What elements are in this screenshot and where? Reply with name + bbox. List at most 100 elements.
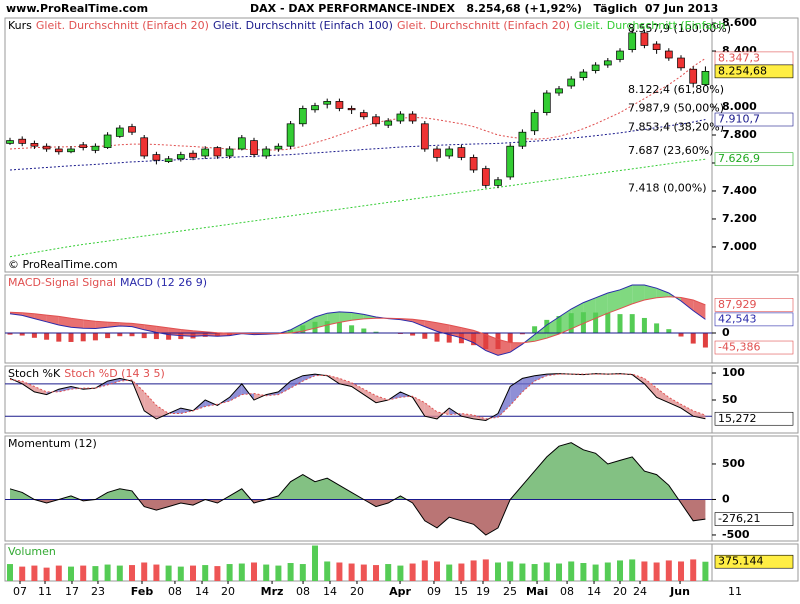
candle-body: [7, 141, 14, 144]
candle-body: [251, 141, 258, 155]
candle-body: [482, 169, 489, 186]
candle-body: [287, 124, 294, 146]
legend-entry: Volumen: [8, 545, 56, 558]
volume-bar: [568, 561, 574, 581]
legend-entry: Stoch %D (14 3 5): [64, 367, 165, 380]
x-tick-label: 25: [503, 585, 517, 598]
value-tag-label: 7.910,7: [718, 113, 760, 126]
x-tick-label: 08: [168, 585, 182, 598]
candle-body: [299, 108, 306, 123]
fib-label: 7.987,9 (50,00%): [628, 102, 724, 115]
candle-body: [507, 146, 514, 177]
volume-bar: [300, 564, 306, 581]
histogram-bar: [642, 318, 647, 333]
candle-body: [43, 146, 50, 149]
x-tick-label: 09: [427, 585, 441, 598]
candle-body: [446, 149, 453, 156]
volume-bar: [166, 566, 172, 581]
site-name: www.ProRealTime.com: [6, 2, 148, 15]
volume-bar: [263, 565, 269, 581]
volume-bar: [593, 565, 599, 581]
y-tick-label: 7.000: [722, 240, 757, 253]
value-tag-label: 375.144: [718, 555, 764, 568]
histogram-bar: [349, 325, 354, 333]
volume-bar: [105, 565, 111, 581]
histogram-bar: [337, 322, 342, 333]
y-tick-label: 500: [722, 457, 745, 470]
volume-bar: [153, 565, 159, 581]
volume-bar: [495, 563, 501, 582]
candle-body: [373, 117, 380, 124]
histogram-bar: [93, 333, 98, 340]
candle-body: [690, 69, 697, 83]
x-tick-label: 19: [476, 585, 490, 598]
candle-body: [31, 143, 38, 146]
volume-bar: [239, 564, 245, 581]
candle-body: [129, 127, 136, 133]
volume-bar: [117, 566, 123, 581]
histogram-bar: [618, 314, 623, 333]
candle-body: [55, 149, 62, 152]
candle-body: [580, 72, 587, 78]
watermark: © ProRealTime.com: [8, 258, 118, 271]
legend-entry: Gleit. Durchschnitt (Einfach: [574, 19, 725, 32]
volume-bar: [336, 563, 342, 582]
volume-bar: [519, 564, 525, 581]
value-tag-label: 15,272: [718, 412, 757, 425]
value-tag-label: 87,929: [718, 298, 757, 311]
volume-bar: [275, 566, 281, 581]
x-tick-label: 14: [587, 585, 601, 598]
candle-body: [263, 149, 270, 156]
candle-body: [531, 113, 538, 131]
candle-body: [458, 148, 465, 158]
candle-body: [617, 51, 624, 59]
volume-bar: [397, 566, 403, 581]
candle-body: [165, 159, 172, 162]
volume-bar: [629, 559, 635, 581]
candle-body: [592, 65, 599, 71]
legend-entry: MACD-Signal Signal: [8, 276, 116, 289]
volume-bar: [80, 566, 86, 581]
volume-bar: [666, 560, 672, 581]
histogram-bar: [435, 333, 440, 342]
candle-body: [665, 51, 672, 58]
volume-bar: [92, 566, 98, 581]
x-tick-label: 15: [454, 585, 468, 598]
volume-bar: [373, 565, 379, 581]
histogram-bar: [691, 333, 696, 344]
histogram-bar: [532, 326, 537, 333]
candle-body: [348, 108, 355, 109]
x-tick-label: Feb: [131, 585, 154, 598]
legend-entry: Gleit. Durchschnitt (Einfach 20): [36, 19, 209, 32]
volume-bar: [288, 563, 294, 581]
candle-body: [470, 157, 477, 170]
histogram-bar: [605, 313, 610, 333]
volume-bar: [556, 564, 562, 581]
volume-bar: [227, 564, 233, 581]
legend-entry: Kurs: [8, 19, 32, 32]
histogram-bar: [69, 333, 74, 342]
value-tag-label: 8.254,68: [718, 64, 767, 77]
candle-body: [226, 149, 233, 156]
volume-bar: [31, 566, 37, 581]
x-tick-label: Mrz: [261, 585, 284, 598]
legend-entry: Gleit. Durchschnitt (Einfach 20): [397, 19, 570, 32]
histogram-bar: [154, 333, 159, 339]
candle-body: [653, 44, 660, 50]
candle-body: [360, 113, 367, 117]
x-tick-label: 24: [633, 585, 647, 598]
volume-bar: [446, 565, 452, 581]
fib-label: 7.418 (0,00%): [628, 181, 707, 194]
candle-body: [604, 61, 611, 65]
volume-bar: [458, 564, 464, 581]
volume-bar: [690, 559, 696, 581]
y-tick-label: 8.000: [722, 100, 757, 113]
x-tick-label: 17: [65, 585, 79, 598]
panel-frame: [5, 436, 798, 541]
x-tick-label: Jun: [669, 585, 690, 598]
volume-bar: [410, 564, 416, 581]
volume-bar: [312, 546, 318, 581]
candle-body: [397, 114, 404, 121]
histogram-bar: [422, 333, 427, 339]
